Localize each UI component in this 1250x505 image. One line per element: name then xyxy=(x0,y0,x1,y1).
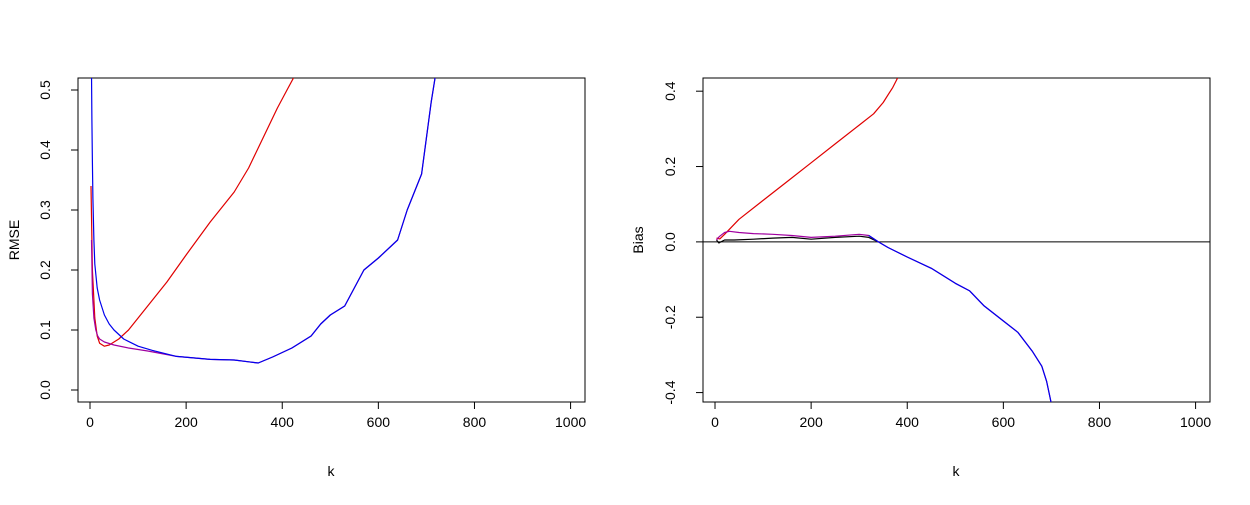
rmse-y-tick-label: 0.0 xyxy=(37,380,53,400)
bias-y-tick-label: 0.2 xyxy=(662,157,678,177)
rmse-series-group xyxy=(90,78,436,364)
bias-series-line-1 xyxy=(716,78,899,240)
bias-axis-ticks: 0 200 400 600 800 1000 -0.4 -0.2 0.0 0.2 0.4 xyxy=(662,81,1211,430)
rmse-y-tick-label: 0.5 xyxy=(37,80,53,100)
bias-y-tick-label: -0.4 xyxy=(662,380,678,404)
rmse-y-axis-label: RMSE xyxy=(6,220,22,260)
rmse-x-tick-label: 0 xyxy=(86,414,94,430)
rmse-series-line-1 xyxy=(90,78,295,347)
bias-series-line-3 xyxy=(716,230,1052,402)
bias-series-line-4 xyxy=(868,235,1052,402)
bias-plot-frame xyxy=(702,77,1211,403)
bias-y-tick-label: 0.0 xyxy=(662,232,678,252)
rmse-x-axis-label: k xyxy=(328,463,336,479)
rmse-panel: 0 200 400 600 800 1000 0.0 0.1 0.2 0.3 0.4 0.5 k RM… xyxy=(6,77,586,479)
bias-x-tick-label: 200 xyxy=(799,414,823,430)
bias-series-group xyxy=(703,78,1210,402)
bias-series-line-2 xyxy=(716,235,879,244)
bias-x-tick-label: 600 xyxy=(992,414,1016,430)
rmse-y-tick-label: 0.3 xyxy=(37,200,53,220)
rmse-series-line-3 xyxy=(90,78,436,364)
bias-x-tick-label: 400 xyxy=(896,414,920,430)
bias-x-tick-label: 800 xyxy=(1088,414,1112,430)
rmse-y-tick-label: 0.4 xyxy=(37,140,53,160)
bias-x-tick-label: 1000 xyxy=(1180,414,1211,430)
bias-x-axis-label: k xyxy=(953,463,961,479)
rmse-x-tick-label: 200 xyxy=(174,414,198,430)
rmse-series-line-2 xyxy=(90,78,436,364)
rmse-y-tick-label: 0.1 xyxy=(37,320,53,340)
rmse-x-tick-label: 1000 xyxy=(555,414,586,430)
bias-panel: 0 200 400 600 800 1000 -0.4 -0.2 0.0 0.2 0.4 k Bia… xyxy=(630,77,1211,479)
bias-y-axis-label: Bias xyxy=(630,226,646,253)
rmse-y-tick-label: 0.2 xyxy=(37,260,53,280)
bias-y-tick-label: -0.2 xyxy=(662,305,678,329)
rmse-x-tick-label: 600 xyxy=(367,414,391,430)
bias-y-tick-label: 0.4 xyxy=(662,81,678,101)
rmse-plot-frame xyxy=(77,77,586,403)
bias-x-tick-label: 0 xyxy=(711,414,719,430)
rmse-axis-ticks: 0 200 400 600 800 1000 0.0 0.1 0.2 0.3 0.4 0.5 xyxy=(37,80,586,430)
rmse-x-tick-label: 800 xyxy=(463,414,487,430)
rmse-x-tick-label: 400 xyxy=(271,414,295,430)
